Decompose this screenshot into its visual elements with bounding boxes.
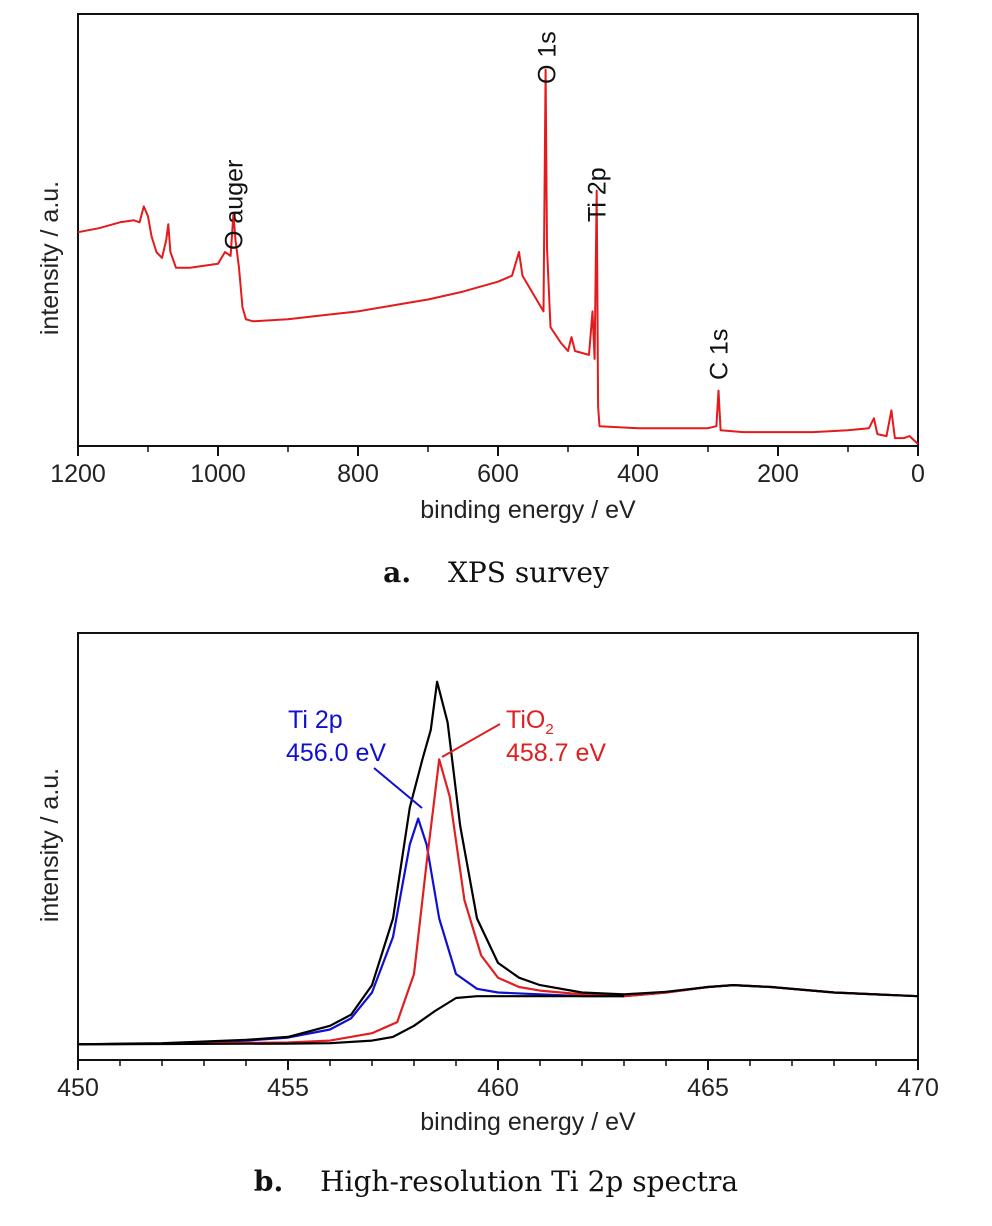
- x-axis-title-a: binding energy / eV: [420, 496, 636, 524]
- panel-b-ti2p-spectra: intensity / a.u. binding energy / eV 450…: [36, 632, 939, 1198]
- x-tick-label: 0: [911, 460, 925, 488]
- x-tick-label: 455: [267, 1074, 309, 1102]
- tio2-leader-line: [441, 723, 501, 758]
- peak-label-0: O auger: [220, 160, 248, 250]
- x-tick-label: 470: [897, 1074, 939, 1102]
- caption-letter-a: a.: [383, 556, 411, 589]
- series-line-1: [77, 758, 919, 1046]
- x-axis-title-b: binding energy / eV: [420, 1108, 636, 1136]
- x-tick-label: 200: [757, 460, 799, 488]
- y-axis-title-a: intensity / a.u.: [36, 181, 64, 335]
- plot-frame-a: [77, 13, 919, 447]
- caption-b: b. High-resolution Ti 2p spectra: [254, 1165, 738, 1198]
- x-tick-label: 400: [617, 460, 659, 488]
- tio2-label-subscript: 2: [545, 721, 553, 738]
- peak-label-2: Ti 2p: [584, 167, 612, 222]
- peak-label-1: O 1s: [533, 31, 561, 84]
- x-tick-label: 465: [687, 1074, 729, 1102]
- x-tick-label: 1200: [50, 460, 106, 488]
- tio2-value-label: 458.7 eV: [506, 739, 606, 767]
- caption-a: a. XPS survey: [383, 556, 609, 589]
- x-tick-label: 1000: [190, 460, 246, 488]
- panel-a-xps-survey: intensity / a.u. binding energy / eV 120…: [36, 13, 925, 589]
- series-line-3: [77, 995, 624, 1046]
- x-tick-label: 800: [337, 460, 379, 488]
- x-tick-label: 450: [57, 1074, 99, 1102]
- caption-text-b: High-resolution Ti 2p spectra: [320, 1165, 738, 1198]
- ti2p-leader-line: [373, 767, 423, 809]
- caption-letter-b: b.: [254, 1165, 283, 1198]
- series-line-2: [77, 680, 919, 1046]
- x-tick-label: 460: [477, 1074, 519, 1102]
- series-line-0: [77, 817, 919, 1046]
- ti2p-value-label: 456.0 eV: [286, 739, 386, 767]
- tio2-label-main: TiO: [506, 706, 545, 734]
- y-axis-title-b: intensity / a.u.: [36, 768, 64, 922]
- series-line-0: [77, 68, 919, 445]
- x-tick-label: 600: [477, 460, 519, 488]
- caption-text-a: XPS survey: [448, 556, 609, 589]
- tio2-label: TiO2: [506, 706, 554, 738]
- peak-label-3: C 1s: [706, 329, 734, 380]
- ti2p-label: Ti 2p: [288, 706, 343, 734]
